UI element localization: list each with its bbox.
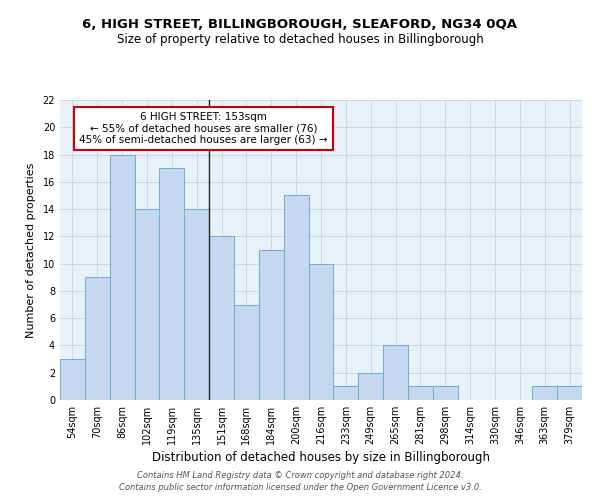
Bar bbox=[184, 209, 209, 400]
Bar bbox=[259, 250, 284, 400]
Bar bbox=[557, 386, 582, 400]
Bar bbox=[383, 346, 408, 400]
Bar bbox=[60, 359, 85, 400]
Bar bbox=[209, 236, 234, 400]
Text: Contains HM Land Registry data © Crown copyright and database right 2024.
Contai: Contains HM Land Registry data © Crown c… bbox=[119, 471, 481, 492]
Text: Size of property relative to detached houses in Billingborough: Size of property relative to detached ho… bbox=[116, 32, 484, 46]
Text: 6 HIGH STREET: 153sqm
← 55% of detached houses are smaller (76)
45% of semi-deta: 6 HIGH STREET: 153sqm ← 55% of detached … bbox=[79, 112, 328, 145]
Bar bbox=[85, 278, 110, 400]
Bar bbox=[134, 209, 160, 400]
Bar bbox=[433, 386, 458, 400]
Bar bbox=[284, 196, 308, 400]
Text: 6, HIGH STREET, BILLINGBOROUGH, SLEAFORD, NG34 0QA: 6, HIGH STREET, BILLINGBOROUGH, SLEAFORD… bbox=[83, 18, 517, 30]
Bar bbox=[408, 386, 433, 400]
Bar bbox=[308, 264, 334, 400]
Bar bbox=[160, 168, 184, 400]
Bar bbox=[358, 372, 383, 400]
Bar bbox=[532, 386, 557, 400]
Bar bbox=[110, 154, 134, 400]
Bar bbox=[234, 304, 259, 400]
Bar bbox=[334, 386, 358, 400]
Y-axis label: Number of detached properties: Number of detached properties bbox=[26, 162, 35, 338]
X-axis label: Distribution of detached houses by size in Billingborough: Distribution of detached houses by size … bbox=[152, 451, 490, 464]
